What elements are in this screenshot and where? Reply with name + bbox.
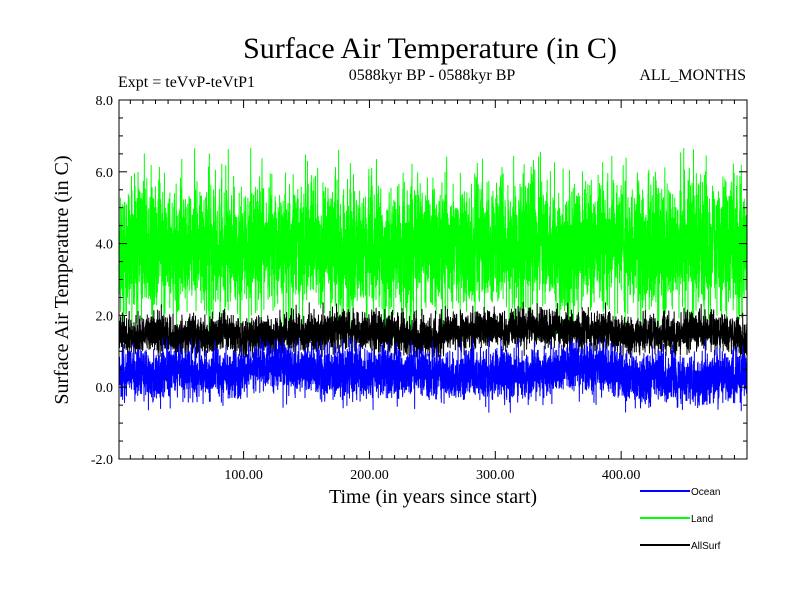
- y-tick-label: 2.0: [96, 309, 114, 324]
- y-tick-label: 6.0: [96, 166, 114, 181]
- x-axis-label: Time (in years since start): [329, 486, 537, 508]
- y-tick-label: 8.0: [96, 94, 114, 109]
- y-tick-label: -2.0: [91, 453, 113, 468]
- x-axis: 100.00 200.00 300.00 400.00: [129, 100, 735, 483]
- legend-label-land: Land: [691, 514, 713, 525]
- y-tick-label: 4.0: [96, 238, 114, 253]
- x-tick-label: 100.00: [224, 468, 263, 483]
- series-line-allsurf: [119, 301, 747, 359]
- months-label: ALL_MONTHS: [639, 67, 746, 84]
- legend-label-allsurf: AllSurf: [691, 541, 721, 552]
- x-tick-label: 300.00: [476, 468, 515, 483]
- x-tick-label: 400.00: [602, 468, 641, 483]
- legend-label-ocean: Ocean: [691, 487, 720, 498]
- x-tick-label: 200.00: [350, 468, 389, 483]
- series-line-land: [119, 147, 747, 342]
- series-line-ocean: [119, 337, 747, 413]
- experiment-label: Expt = teVvP-teVtP1: [118, 74, 255, 91]
- y-tick-label: 0.0: [96, 381, 114, 396]
- legend: Ocean Land AllSurf: [640, 487, 721, 552]
- chart-title: Surface Air Temperature (in C): [243, 32, 617, 65]
- y-axis-label: Surface Air Temperature (in C): [51, 155, 73, 404]
- y-axis: -2.0 0.0 2.0 4.0 6.0 8.0: [91, 94, 747, 468]
- period-label: 0588kyr BP - 0588kyr BP: [349, 67, 516, 84]
- plot-area: [119, 147, 747, 413]
